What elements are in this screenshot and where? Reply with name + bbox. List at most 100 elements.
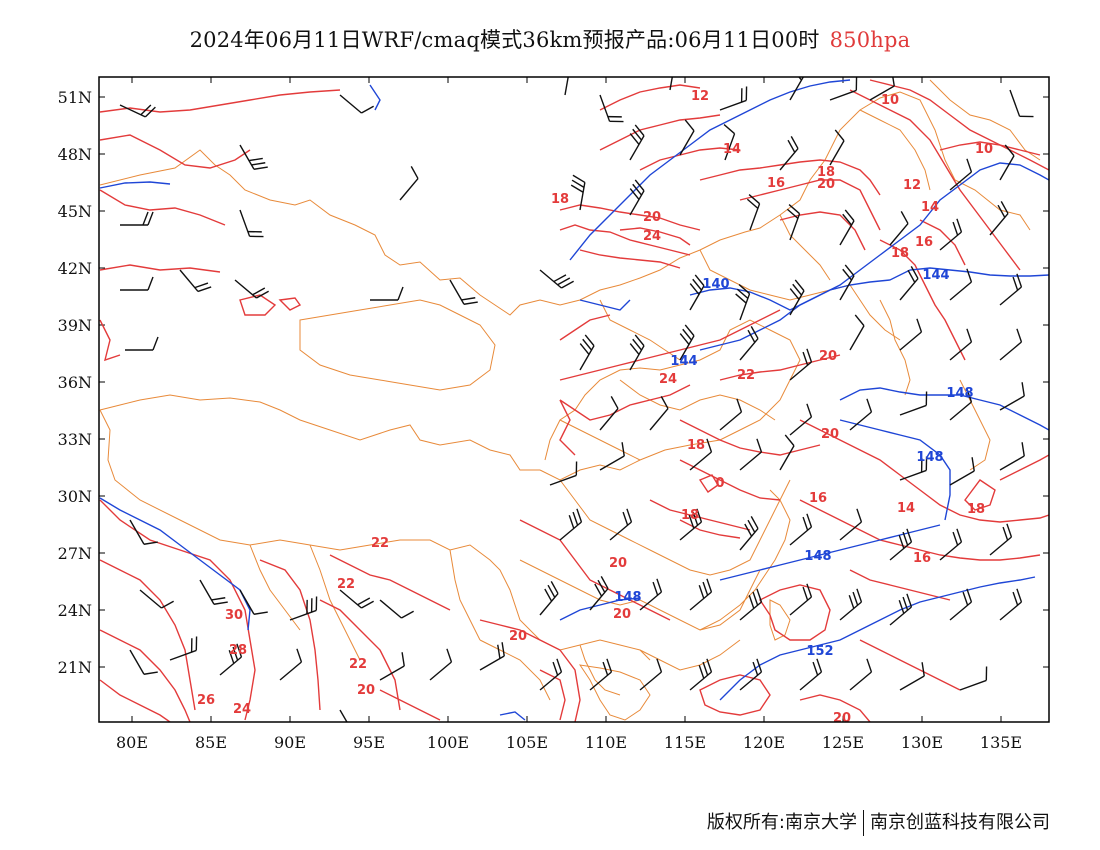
wind-barb — [679, 119, 695, 156]
wind-barb — [589, 576, 609, 611]
wind-barb — [599, 94, 624, 123]
temperature-label: 12 — [903, 178, 921, 193]
lon-label: 125E — [822, 733, 864, 752]
lon-label: 90E — [274, 733, 306, 752]
wind-barb — [570, 174, 586, 211]
wind-barb — [839, 209, 855, 246]
wind-barb — [549, 461, 578, 486]
wind-barb — [949, 457, 975, 486]
temperature-label: 20 — [613, 607, 631, 622]
lat-label: 48N — [58, 145, 92, 164]
wind-barb — [899, 662, 925, 691]
wind-barb — [379, 599, 414, 619]
wind-barb — [786, 204, 801, 241]
wind-barb — [739, 588, 763, 621]
wind-barb — [849, 398, 873, 431]
lon-label: 85E — [195, 733, 227, 752]
boundary-lines — [99, 79, 1041, 721]
height-label: 148 — [804, 549, 831, 564]
height-label: 148 — [946, 386, 973, 401]
lat-label: 27N — [58, 544, 92, 563]
wind-barb — [339, 589, 374, 609]
wind-barb — [999, 442, 1025, 471]
copyright-company: 南京创蓝科技有限公司 — [870, 812, 1050, 833]
temperature-label: 20 — [509, 629, 527, 644]
wind-barb — [899, 456, 928, 481]
wind-barb — [869, 77, 895, 101]
wind-barb — [629, 334, 645, 371]
wind-barb — [639, 578, 663, 611]
title-main: 2024年06月11日WRF/cmaq模式36km预报产品:06月11日00时 — [189, 28, 820, 52]
lon-label: 80E — [116, 733, 148, 752]
wind-barb — [719, 86, 748, 111]
wind-barb — [989, 523, 1013, 556]
wind-barb — [579, 334, 595, 371]
wind-barb — [129, 649, 158, 675]
wind-barb — [639, 658, 663, 691]
wind-barb — [449, 279, 478, 305]
lon-label: 110E — [585, 733, 627, 752]
wind-barb — [999, 588, 1023, 621]
temperature-label: 16 — [915, 235, 933, 250]
wind-barb — [899, 266, 919, 301]
temperature-label: 22 — [349, 657, 367, 672]
temperature-label: 22 — [337, 577, 355, 592]
wind-barb — [999, 382, 1025, 411]
wind-barb — [629, 179, 645, 216]
temperature-label: 18 — [967, 502, 985, 517]
wind-barb — [789, 513, 813, 546]
wind-barb — [789, 279, 805, 316]
temperature-label: 16 — [913, 551, 931, 566]
wind-barb — [539, 581, 559, 616]
wind-barb — [539, 269, 574, 289]
title-level: 850hpa — [829, 28, 911, 52]
wind-barb — [939, 218, 963, 251]
wind-barb — [889, 211, 909, 246]
lon-label: 100E — [427, 733, 469, 752]
temperature-label: 16 — [767, 176, 785, 191]
temperature-label: 10 — [975, 142, 993, 157]
wind-barb — [839, 588, 863, 621]
lat-label: 51N — [58, 88, 92, 107]
wind-barb — [239, 589, 268, 615]
height-contours — [99, 79, 1049, 721]
temperature-label: 26 — [197, 693, 215, 708]
wind-barb — [129, 519, 158, 545]
wind-barb — [949, 328, 973, 361]
wind-barb — [789, 77, 805, 101]
wind-barb — [339, 709, 355, 722]
wind-barb — [379, 652, 405, 681]
temperature-label: 20 — [357, 683, 375, 698]
lat-label: 21N — [58, 658, 92, 677]
lat-label: 45N — [58, 202, 92, 221]
lat-label: 30N — [58, 487, 92, 506]
lat-label: 39N — [58, 316, 92, 335]
wind-barb — [889, 528, 913, 561]
wind-barb — [899, 391, 928, 416]
wind-barb — [839, 264, 855, 301]
height-label: 148 — [916, 450, 943, 465]
height-label: 152 — [806, 644, 833, 659]
wind-barb — [689, 578, 713, 611]
wind-barb — [949, 388, 973, 421]
temperature-label: 20 — [821, 427, 839, 442]
temperature-label: 20 — [643, 210, 661, 225]
wind-barb — [239, 144, 268, 170]
wind-barb — [609, 508, 633, 541]
height-label: 148 — [614, 590, 641, 605]
wind-barbs — [119, 77, 1034, 722]
copyright-owner: 版权所有:南京大学 — [706, 812, 857, 833]
lat-label: 36N — [58, 373, 92, 392]
wind-barb — [139, 589, 174, 609]
wind-barb — [239, 209, 264, 238]
wind-barb — [629, 124, 645, 161]
latitude-axis: 51N 48N 45N 42N 39N 36N 33N 30N 27N 24N 21N — [58, 88, 1049, 677]
temperature-label: 24 — [643, 229, 661, 244]
wind-barb — [939, 528, 963, 561]
height-label: 140 — [702, 277, 729, 292]
wind-barb — [999, 144, 1015, 181]
lat-label: 42N — [58, 259, 92, 278]
wind-barb — [199, 579, 228, 605]
